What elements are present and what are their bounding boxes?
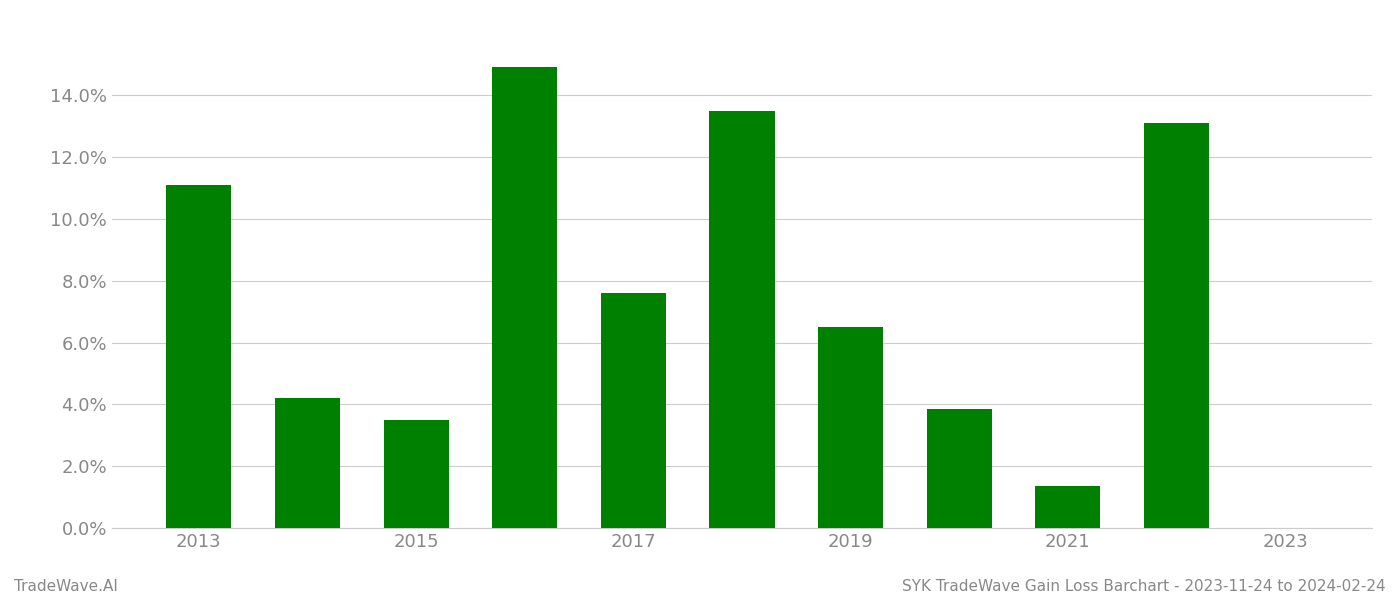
Bar [818,327,883,528]
Bar [384,420,449,528]
Bar [493,67,557,528]
Bar [710,111,774,528]
Bar [274,398,340,528]
Text: SYK TradeWave Gain Loss Barchart - 2023-11-24 to 2024-02-24: SYK TradeWave Gain Loss Barchart - 2023-… [903,579,1386,594]
Bar [601,293,666,528]
Bar [927,409,991,528]
Bar [1035,486,1100,528]
Bar [1144,123,1210,528]
Bar [167,185,231,528]
Text: TradeWave.AI: TradeWave.AI [14,579,118,594]
